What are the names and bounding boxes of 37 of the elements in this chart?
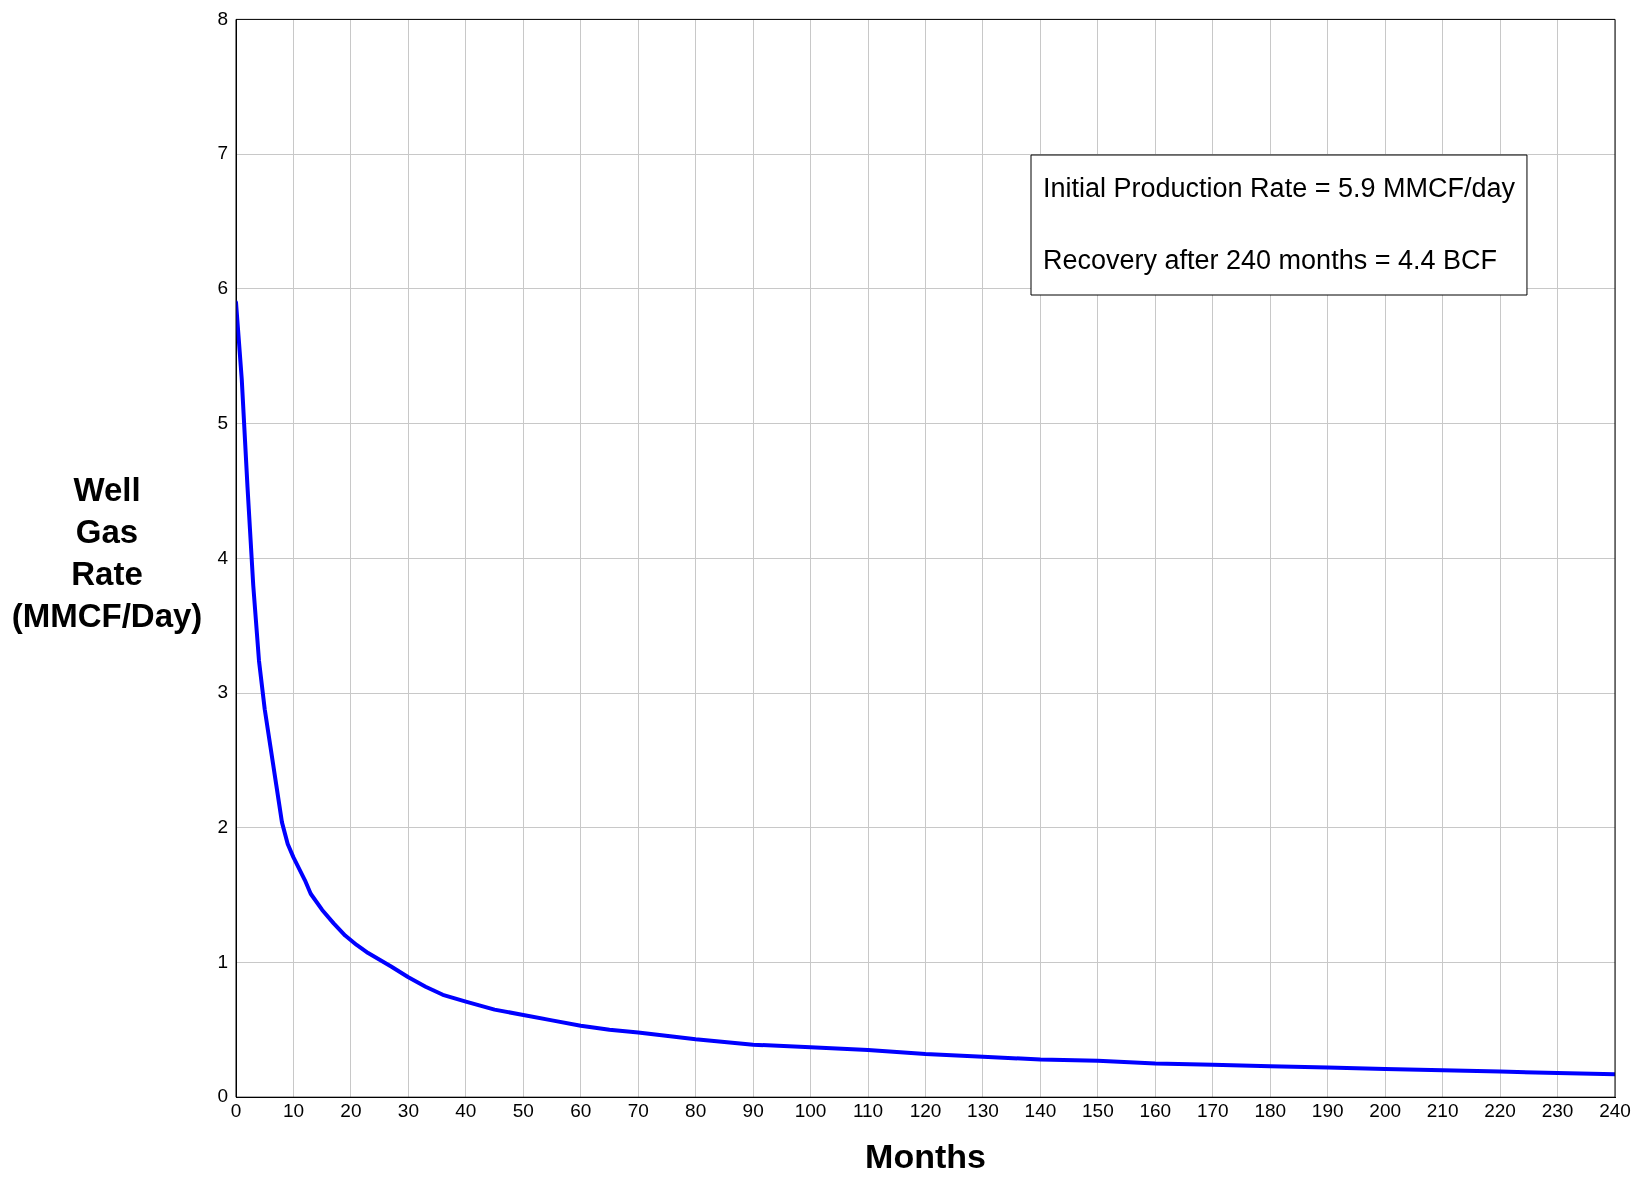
x-tick-label: 90: [742, 1099, 764, 1121]
y-tick-label: 3: [217, 681, 228, 703]
y-tick-label: 4: [217, 546, 229, 568]
x-tick-label: 110: [852, 1099, 884, 1121]
x-tick-label: 240: [1599, 1099, 1631, 1121]
x-tick-label: 130: [967, 1099, 999, 1121]
x-tick-label: 150: [1082, 1099, 1114, 1121]
annotation: Initial Production Rate = 5.9 MMCF/day: [1043, 173, 1516, 204]
x-tick-label: 180: [1254, 1099, 1287, 1121]
annotation: Recovery after 240 months = 4.4 BCF: [1043, 245, 1497, 276]
x-tick-label: 220: [1484, 1099, 1516, 1121]
x-tick-label: 10: [282, 1099, 305, 1121]
x-tick-label: 210: [1426, 1099, 1459, 1121]
y-tick-label: 6: [217, 277, 228, 299]
x-tick-label: 230: [1541, 1099, 1574, 1121]
y-tick-label: 0: [217, 1085, 228, 1107]
x-tick-label: 100: [794, 1099, 827, 1121]
x-tick-label: 140: [1024, 1099, 1057, 1121]
x-tick-label: 200: [1369, 1099, 1402, 1121]
x-tick-label: 70: [627, 1099, 649, 1121]
x-tick-label: 30: [397, 1099, 419, 1121]
x-tick-label: 160: [1139, 1099, 1172, 1121]
y-tick-label: 5: [217, 411, 228, 433]
x-tick-label: 20: [340, 1099, 362, 1121]
y-tick-label: 2: [217, 815, 228, 837]
x-tick-label: 50: [512, 1099, 534, 1121]
y-tick-label: 1: [217, 950, 228, 972]
x-tick-label: 60: [570, 1099, 592, 1121]
x-tick-label: 170: [1196, 1099, 1229, 1121]
x-tick-label: 190: [1311, 1099, 1344, 1121]
y-axis-title: Well Gas Rate (MMCF/Day): [11, 471, 203, 635]
y-tick-label: 8: [217, 7, 228, 29]
x-tick-label: 120: [909, 1099, 942, 1121]
x-axis-title: Months: [865, 1137, 986, 1175]
y-tick-label: 7: [217, 142, 228, 164]
x-tick-label: 40: [455, 1099, 477, 1121]
x-tick-label: 80: [685, 1099, 707, 1121]
